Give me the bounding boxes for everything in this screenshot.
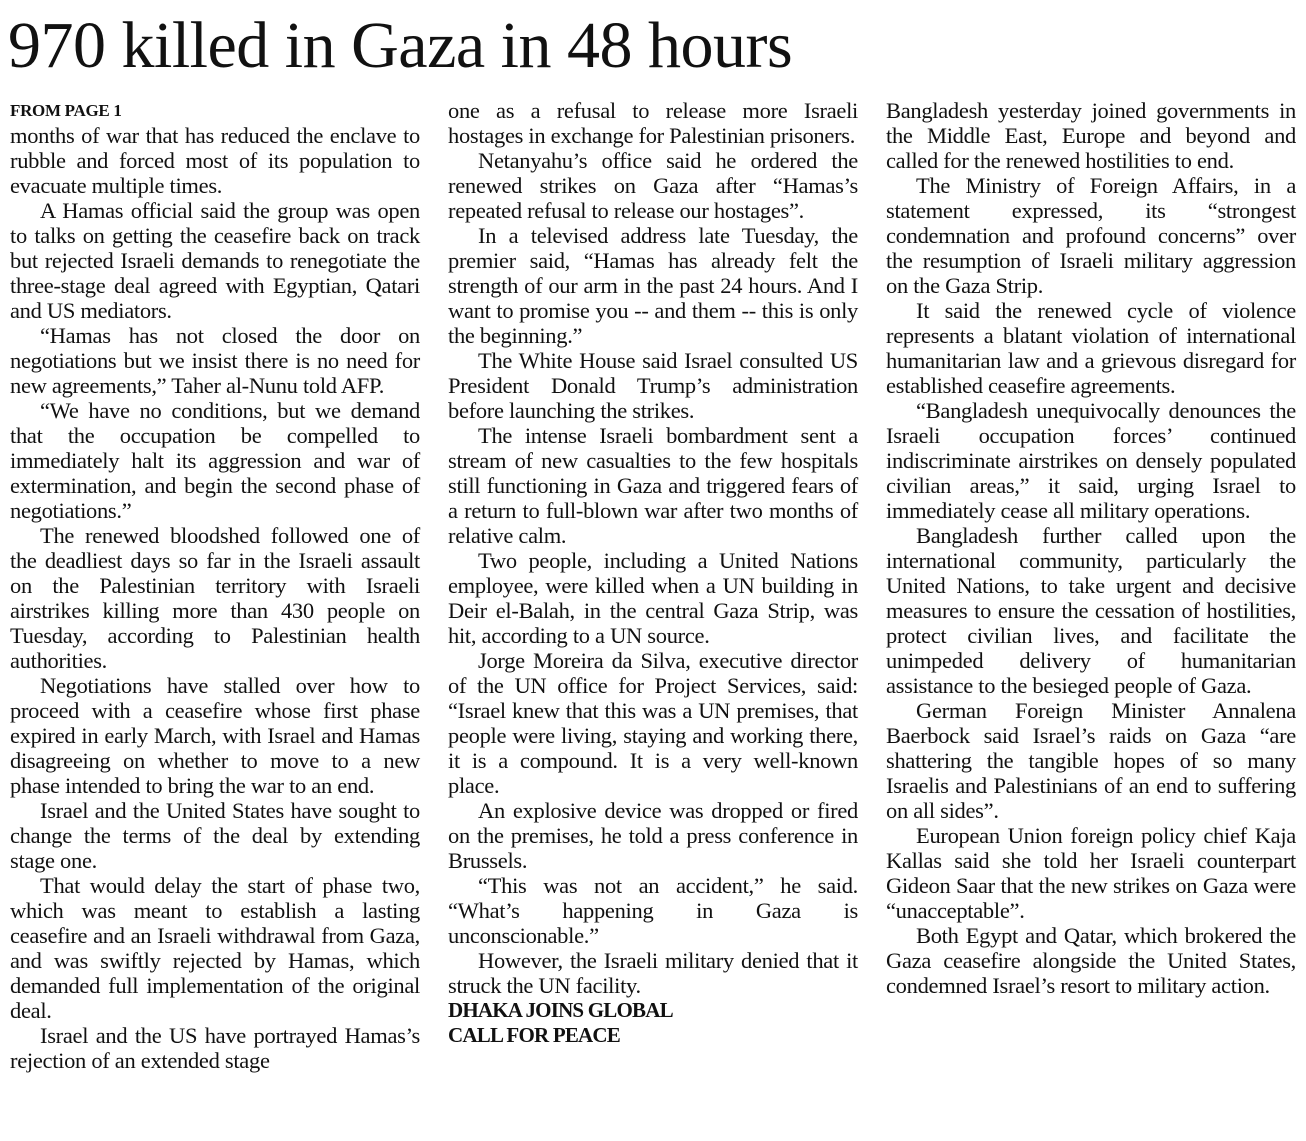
paragraph: Israel and the US have portrayed Hamas’s… <box>10 1023 420 1073</box>
paragraph: one as a refusal to release more Israeli… <box>448 98 858 148</box>
article-column-1: FROM PAGE 1 months of war that has reduc… <box>10 98 420 1073</box>
paragraph: Negotiations have stalled over how to pr… <box>10 673 420 798</box>
paragraph: “We have no conditions, but we demand th… <box>10 398 420 523</box>
headline: 970 killed in Gaza in 48 hours <box>8 9 793 82</box>
paragraph: The intense Israeli bombardment sent a s… <box>448 423 858 548</box>
paragraph: “Hamas has not closed the door on negoti… <box>10 323 420 398</box>
paragraph: Both Egypt and Qatar, which brokered the… <box>886 923 1296 998</box>
paragraph: Bangladesh further called upon the inter… <box>886 523 1296 698</box>
subhead: CALL FOR PEACE <box>448 1023 621 1047</box>
paragraph: In a televised address late Tuesday, the… <box>448 223 858 348</box>
paragraph: It said the renewed cycle of violence re… <box>886 298 1296 398</box>
subhead: DHAKA JOINS GLOBAL <box>448 998 674 1022</box>
paragraph: Two people, including a United Nations e… <box>448 548 858 648</box>
article-column-2: one as a refusal to release more Israeli… <box>448 98 858 1048</box>
paragraph: Bangladesh yesterday joined governments … <box>886 98 1296 173</box>
paragraph: “This was not an accident,” he said. “Wh… <box>448 873 858 948</box>
paragraph: An explosive device was dropped or fired… <box>448 798 858 873</box>
paragraph: Netanyahu’s office said he ordered the r… <box>448 148 858 223</box>
paragraph: Jorge Moreira da Silva, executive direct… <box>448 648 858 798</box>
paragraph: However, the Israeli military denied tha… <box>448 948 858 998</box>
paragraph: The renewed bloodshed followed one of th… <box>10 523 420 673</box>
paragraph: months of war that has reduced the encla… <box>10 123 420 198</box>
paragraph: “Bangladesh unequivocally denounces the … <box>886 398 1296 523</box>
paragraph: European Union foreign policy chief Kaja… <box>886 823 1296 923</box>
paragraph: That would delay the start of phase two,… <box>10 873 420 1023</box>
paragraph: German Foreign Minister Annalena Baerboc… <box>886 698 1296 823</box>
continuation-kicker: FROM PAGE 1 <box>10 101 122 120</box>
paragraph: Israel and the United States have sought… <box>10 798 420 873</box>
paragraph: The Ministry of Foreign Affairs, in a st… <box>886 173 1296 298</box>
paragraph: The White House said Israel consulted US… <box>448 348 858 423</box>
article-column-3: Bangladesh yesterday joined governments … <box>886 98 1296 998</box>
paragraph: A Hamas official said the group was open… <box>10 198 420 323</box>
